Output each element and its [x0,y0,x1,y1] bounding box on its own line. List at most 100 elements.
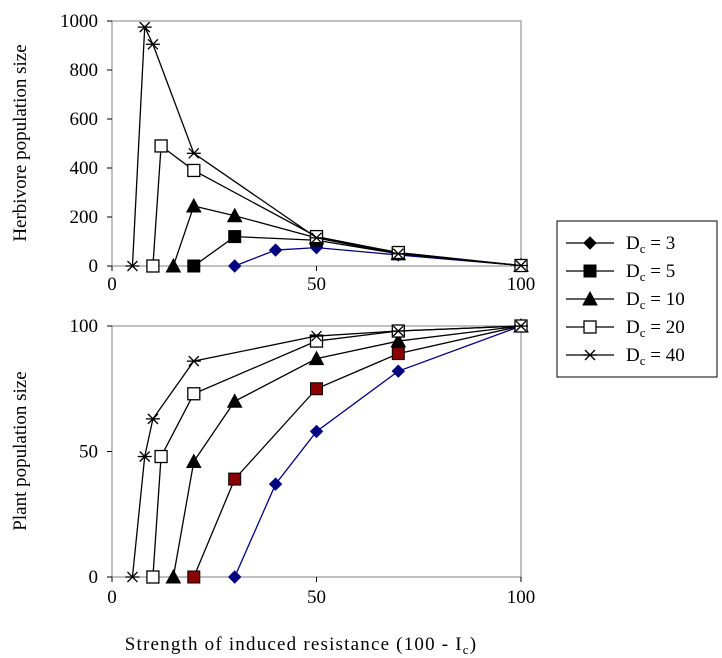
legend-label-name: D [626,289,640,310]
legend-label: Dc = 10 [626,289,685,312]
legend-entry: Dc = 5 [566,261,675,284]
top-data-point [226,207,243,223]
bottom-data-point [125,571,140,583]
bottom-data-point [309,334,324,348]
legend-label: Dc = 3 [626,233,675,256]
herbivore-chart: 0 200 400 600 800 1000 0 50 100 Herbivore popula… [10,11,535,295]
top-y-tick-label: 800 [70,60,99,81]
bottom-series-square [187,319,528,584]
bottom-series-diamond [227,319,528,584]
bottom-data-point [308,350,325,366]
x-axis-label-subscript: c [463,642,470,657]
bottom-data-point [268,477,283,491]
top-y-tick-label: 200 [70,207,99,228]
bottom-data-point [137,451,152,462]
legend-label-subscript: c [640,353,646,368]
bottom-data-point [165,568,182,584]
legend-label-value: = 40 [646,345,685,366]
top-series-line [152,144,522,267]
bottom-x-tick-label: 100 [507,587,536,608]
top-data-point [514,260,528,271]
legend-label-value: = 3 [646,233,676,254]
legend-label-name: D [626,345,640,366]
top-data-point [137,21,152,33]
bottom-data-point [391,325,406,337]
top-data-point [187,259,201,273]
bottom-data-point [226,393,243,408]
top-x-tick-label: 0 [107,274,117,295]
legend-label-subscript: c [640,241,646,256]
top-data-point [146,259,160,273]
top-data-point [309,229,324,244]
bottom-y-tick-label: 100 [70,316,99,337]
top-x-tick-label: 100 [507,274,536,295]
bottom-data-point [390,333,407,348]
top-series-line [172,205,522,267]
bottom-data-point [391,347,405,361]
legend-marker [583,236,597,250]
bottom-axis-ticks: 0 50 100 0 50 100 [70,316,536,608]
bottom-data-point [309,330,324,342]
bottom-data-point [146,570,160,584]
legend-label-name: D [626,261,640,282]
bottom-series-asterisk [125,320,528,583]
bottom-series-line [152,325,522,578]
legend-label-subscript: c [640,297,646,312]
top-series-asterisk [125,21,528,272]
bottom-x-tick-label: 50 [307,587,326,608]
x-axis-label-suffix: ) [470,634,478,655]
legend-label-value: = 10 [646,289,685,310]
legend-label-value: = 5 [646,261,676,282]
top-x-tick-label: 50 [307,274,326,295]
top-data-point [186,147,201,159]
top-axis-ticks: 0 200 400 600 800 1000 0 50 100 [60,11,535,295]
top-series-group [125,21,529,273]
top-data-point [187,163,201,178]
top-series-diamond [227,240,528,273]
legend-marker [582,290,598,306]
top-data-point [185,197,202,213]
legend-marker [583,349,597,361]
bottom-data-point [187,570,201,584]
bottom-data-point [154,449,168,464]
legend-label-name: D [626,317,640,338]
legend-label-name: D [626,233,640,254]
top-data-point [309,232,324,244]
top-data-point [154,139,168,153]
bottom-data-point [310,382,323,396]
top-data-point [227,259,242,273]
top-data-point [228,230,242,244]
legend-label-subscript: c [640,269,646,284]
top-data-point [125,260,140,272]
top-y-tick-label: 1000 [60,11,98,32]
x-axis-label-main: Strength of induced resistance (100 - I [125,634,463,655]
top-y-tick-label: 400 [70,158,99,179]
legend-label: Dc = 20 [626,317,685,340]
x-axis-label: Strength of induced resistance (100 - Ic… [125,634,478,657]
legend-label: Dc = 40 [626,345,685,368]
legend-label: Dc = 5 [626,261,675,284]
bottom-data-point [391,364,406,378]
bottom-x-tick-label: 0 [107,587,117,608]
bottom-data-point [186,355,201,367]
legend-marker [583,264,597,278]
bottom-data-point [145,413,160,425]
top-data-point [391,248,406,260]
bottom-data-point [309,424,324,439]
top-data-point [165,257,182,273]
legend-entry: Dc = 40 [566,345,685,368]
bottom-series-line [172,325,522,578]
plant-chart: 0 50 100 0 50 100 Plant population size Stren… [10,316,535,657]
top-data-point [145,38,160,50]
bottom-y-tick-label: 50 [79,442,98,463]
legend-entry: Dc = 20 [566,317,685,340]
bottom-data-point [185,453,202,469]
legend-entry: Dc = 3 [566,233,675,256]
legend-label-subscript: c [640,325,646,340]
bottom-y-axis-label: Plant population size [10,371,31,530]
top-series-line [131,26,522,267]
legend-label-value: = 20 [646,317,685,338]
